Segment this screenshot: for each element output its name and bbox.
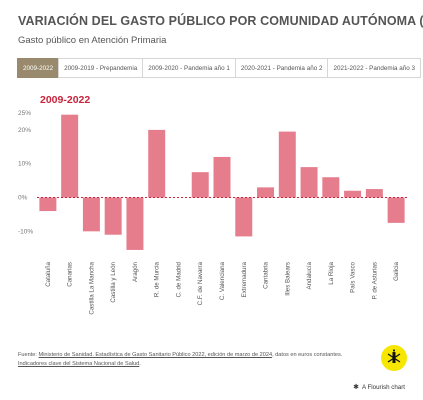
- bar[interactable]: [191, 172, 209, 198]
- source-link[interactable]: Ministerio de Sanidad. Estadística de Ga…: [38, 352, 273, 358]
- tab-2009-2020-pandemia-1[interactable]: 2009-2020 - Pandemia año 1: [142, 58, 236, 78]
- bar[interactable]: [148, 129, 166, 198]
- bar[interactable]: [61, 114, 79, 198]
- category-label: R. de Murcia: [154, 261, 161, 297]
- tab-2009-2019-prepandemia[interactable]: 2009-2019 - Prepandemia: [58, 58, 144, 78]
- flourish-label: A Flourish chart: [362, 383, 405, 391]
- category-label: Cataluña: [45, 261, 52, 286]
- category-label: Cantabria: [263, 261, 270, 288]
- flourish-logo-icon: ✱: [353, 384, 359, 391]
- category-label: Castilla La Mancha: [88, 261, 95, 314]
- bar[interactable]: [365, 189, 383, 198]
- category-label: Castilla y León: [110, 261, 117, 302]
- bar[interactable]: [235, 197, 253, 237]
- category-label: C.F. de Navarra: [197, 261, 204, 305]
- category-label: Illes Balears: [284, 262, 291, 296]
- amnesty-candle-icon: [381, 345, 407, 371]
- footer-suffix: .: [139, 360, 141, 367]
- category-label: C. de Madrid: [175, 261, 182, 297]
- flourish-credit[interactable]: ✱ A Flourish chart: [353, 383, 405, 392]
- tab-2020-2021-pandemia-2[interactable]: 2020-2021 - Pandemia año 2: [234, 58, 329, 78]
- y-tick-label: 10%: [18, 161, 31, 168]
- y-tick-label: 0%: [18, 195, 28, 202]
- bar[interactable]: [344, 190, 362, 198]
- period-tabs: 2009-2022 2009-2019 - Prepandemia 2009-2…: [17, 58, 422, 78]
- source-footer: Fuente: Ministerio de Sanidad. Estadísti…: [18, 351, 363, 368]
- bar[interactable]: [257, 187, 275, 198]
- bar[interactable]: [39, 197, 57, 212]
- y-tick-label: 25%: [18, 110, 31, 117]
- chart-title: VARIACIÓN DEL GASTO PÚBLICO POR COMUNIDA…: [18, 14, 423, 28]
- category-label: Extremadura: [241, 261, 248, 297]
- category-label: Canarias: [67, 262, 74, 287]
- footer-middle: , datos en euros constantes.: [272, 352, 343, 358]
- bar[interactable]: [82, 197, 100, 232]
- bar-chart: 25% 20% 10% 0% -10% Cataluña Canarias Castilla …: [18, 110, 407, 315]
- bar[interactable]: [387, 197, 405, 223]
- bar[interactable]: [126, 197, 144, 250]
- bar[interactable]: [322, 177, 340, 198]
- bar[interactable]: [300, 167, 318, 198]
- category-label: C. Valenciana: [219, 261, 226, 300]
- indicators-link[interactable]: Indicadores clave del Sistema Nacional d…: [18, 360, 140, 367]
- category-label: Aragón: [132, 261, 139, 282]
- y-tick-label: 20%: [18, 127, 31, 134]
- period-title: 2009-2022: [40, 94, 91, 106]
- category-label: La Rioja: [328, 261, 335, 284]
- category-label: País Vasco: [350, 261, 357, 292]
- tab-2021-2022-pandemia-3[interactable]: 2021-2022 - Pandemia año 3: [327, 58, 422, 78]
- category-label: Galicia: [393, 261, 400, 280]
- chart-subtitle: Gasto público en Atención Primaria: [18, 35, 167, 46]
- category-label: P. de Asturias: [371, 262, 378, 299]
- footer-prefix: Fuente:: [18, 352, 39, 358]
- y-tick-label: -10%: [18, 228, 33, 235]
- category-label: Andalucía: [306, 261, 313, 289]
- bar[interactable]: [213, 156, 231, 198]
- bar[interactable]: [104, 197, 122, 235]
- bar[interactable]: [278, 131, 296, 198]
